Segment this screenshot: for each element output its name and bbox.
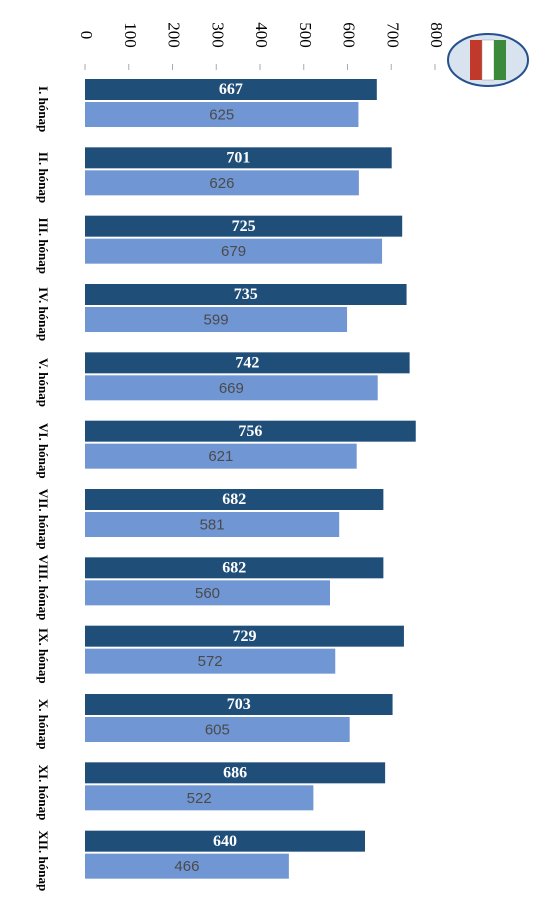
value-label: 725 [232,218,256,235]
x-tick-label: IV. hónap [36,287,51,341]
value-label: 682 [222,491,246,508]
bar [85,170,359,196]
value-label: 682 [222,560,246,577]
y-tick-label: 600 [340,22,359,48]
x-tick-label: XI. hónap [36,765,51,821]
bar [85,853,289,879]
bar [85,375,378,401]
bar [85,694,393,715]
value-label: 667 [219,81,243,98]
value-label: 679 [221,243,246,260]
bar [85,215,403,237]
value-label: 581 [200,516,225,533]
value-label: 599 [204,311,229,328]
bar [85,512,340,537]
y-tick-label: 0 [77,31,96,40]
bar [85,785,314,811]
x-tick-label: I. hónap [36,86,51,132]
value-label: 572 [198,653,223,670]
x-tick-label: V. hónap [36,358,51,407]
value-label: 756 [238,423,262,440]
value-label: 621 [208,448,233,465]
bar [85,717,350,742]
x-tick-label: VIII. hónap [36,555,51,621]
bar [85,489,384,510]
value-label: 669 [219,380,244,397]
bar [85,443,357,469]
x-tick-label: VII. hónap [36,489,51,550]
value-label: 735 [234,286,258,303]
bar [85,557,384,579]
value-label: 686 [223,765,247,782]
bar [85,648,336,674]
bar [85,307,348,332]
value-label: 625 [209,106,234,123]
value-label: 640 [213,833,237,850]
value-label: 522 [187,790,212,807]
x-tick-label: XII. hónap [36,830,51,891]
x-tick-label: VI. hónap [36,423,51,479]
x-tick-label: II. hónap [36,152,51,203]
y-tick-label: 400 [252,22,271,48]
y-tick-label: 700 [383,22,402,48]
bar [85,580,330,606]
x-tick-label: X. hónap [36,699,51,750]
y-tick-label: 300 [208,22,227,48]
bar [85,102,359,127]
y-tick-label: 800 [427,22,446,48]
bar [85,625,404,647]
bar [85,352,410,374]
value-label: 466 [174,858,199,875]
value-label: 701 [226,150,250,167]
value-label: 626 [209,175,234,192]
value-label: 605 [205,721,230,738]
value-label: 560 [195,585,220,602]
value-label: 729 [232,628,256,645]
bar [85,147,392,169]
logo [447,33,529,87]
bar [85,762,386,784]
y-tick-label: 500 [296,22,315,48]
bar [85,284,407,305]
value-label: 703 [227,696,251,713]
value-label: 742 [235,355,259,372]
bar [85,79,377,100]
bar [85,830,365,852]
bar [85,238,383,264]
x-tick-label: III. hónap [36,218,51,274]
y-tick-label: 100 [121,22,140,48]
y-tick-label: 200 [165,22,184,48]
bar [85,420,416,442]
x-tick-label: IX. hónap [36,628,51,684]
